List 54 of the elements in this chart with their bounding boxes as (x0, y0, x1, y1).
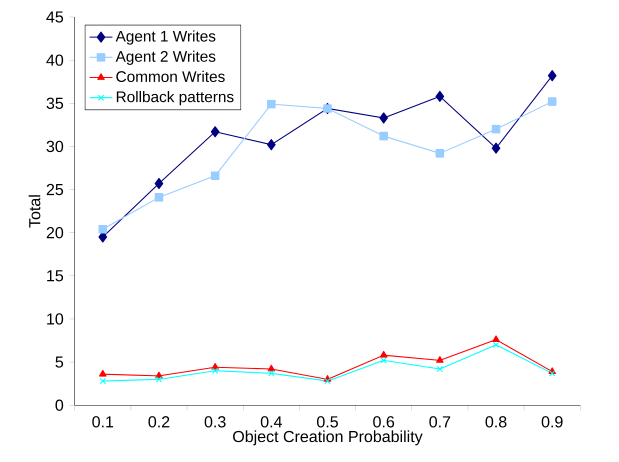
legend-label: Agent 1 Writes (116, 30, 216, 45)
x-tick-label: 0.1 (92, 416, 114, 428)
point (436, 366, 444, 372)
y-tick-label: 30 (46, 140, 64, 152)
x-tick-label: 0.8 (486, 416, 506, 428)
y-tick-label: 5 (56, 356, 64, 368)
point (436, 148, 444, 158)
point (212, 367, 218, 374)
point (548, 97, 556, 106)
y-tick-label: 35 (46, 98, 64, 109)
point (436, 356, 444, 363)
point (210, 171, 220, 180)
point (379, 112, 388, 124)
y-tick-label: 10 (47, 313, 64, 324)
y-tick-label: 45 (46, 11, 64, 22)
x-axis-title: Object Creation Probability (233, 430, 423, 446)
y-tick-label: 15 (47, 270, 64, 282)
y-tick-label: 0 (55, 399, 64, 411)
point (379, 132, 388, 140)
y-tick-label: 40 (46, 54, 64, 66)
y-axis-title: Total (28, 195, 40, 228)
legend-label: Common Writes (116, 70, 225, 82)
point (380, 350, 388, 358)
point (267, 100, 276, 108)
point (210, 126, 220, 138)
point (549, 370, 556, 376)
legend-label: Rollback patterns (116, 90, 234, 106)
point (492, 142, 500, 154)
point (548, 70, 557, 82)
x-tick-label: 0.3 (204, 416, 226, 428)
x-tick-label: 0.6 (373, 416, 394, 428)
x-tick-label: 0.2 (148, 416, 170, 428)
point (268, 364, 276, 372)
point (436, 90, 444, 102)
x-tick-label: 0.9 (542, 416, 563, 428)
point (266, 138, 276, 150)
point (100, 378, 106, 384)
x-tick-label: 0.7 (429, 416, 450, 428)
y-tick-label: 25 (46, 184, 64, 196)
point (492, 342, 500, 348)
point (156, 376, 162, 382)
x-tick-label: 0.4 (260, 416, 282, 428)
y-tick-label: 20 (46, 226, 64, 238)
point (99, 370, 107, 376)
point (154, 192, 164, 202)
point (492, 124, 500, 134)
point (98, 224, 108, 234)
point (380, 357, 387, 364)
legend-label: Agent 2 Writes (116, 50, 216, 65)
x-tick-label: 0.5 (317, 416, 338, 428)
point (324, 378, 331, 384)
point (268, 370, 274, 376)
point (154, 178, 164, 189)
point (492, 335, 500, 342)
